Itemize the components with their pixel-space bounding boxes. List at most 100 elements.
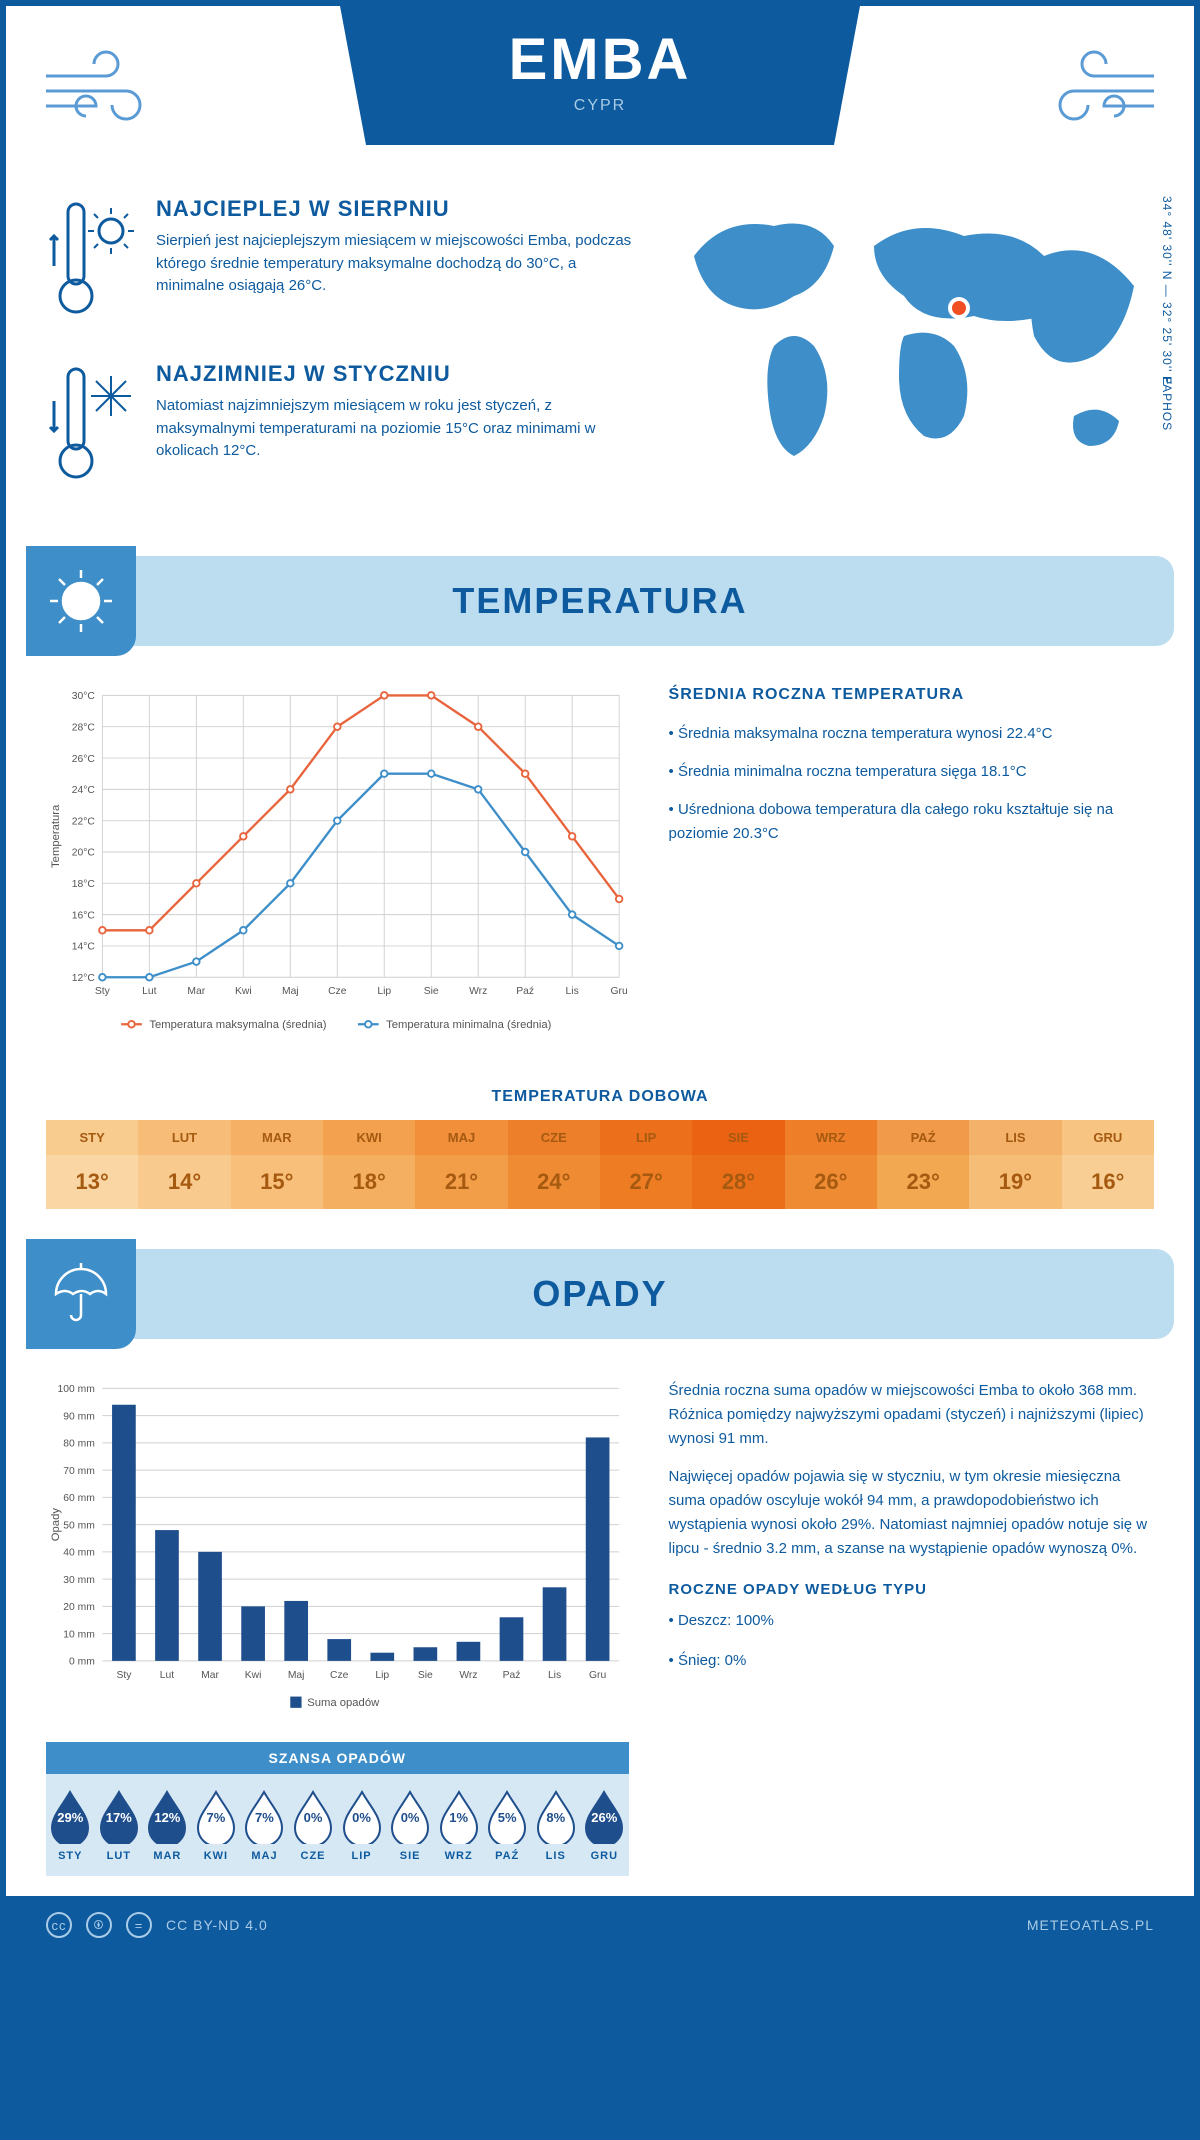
temperature-chart: 12°C14°C16°C18°C20°C22°C24°C26°C28°C30°C… xyxy=(46,686,629,1048)
coldest-title: NAJZIMNIEJ W STYCZNIU xyxy=(156,361,644,387)
daily-temp-cell: STY13° xyxy=(46,1120,138,1209)
svg-text:14°C: 14°C xyxy=(72,942,96,953)
svg-text:Sty: Sty xyxy=(116,1670,132,1681)
coordinates: 34° 48' 30'' N — 32° 25' 30'' E xyxy=(1160,196,1174,386)
nd-icon: = xyxy=(126,1912,152,1938)
svg-text:80 mm: 80 mm xyxy=(63,1439,95,1450)
daily-temp-cell: KWI18° xyxy=(323,1120,415,1209)
svg-text:Sie: Sie xyxy=(424,986,439,997)
svg-text:Lip: Lip xyxy=(377,986,391,997)
svg-text:Sie: Sie xyxy=(418,1670,433,1681)
daily-temp-cell: WRZ26° xyxy=(785,1120,877,1209)
rain-chance-cell: 1%WRZ xyxy=(434,1788,483,1862)
svg-text:Kwi: Kwi xyxy=(235,986,252,997)
svg-text:12°C: 12°C xyxy=(72,973,96,984)
svg-text:Mar: Mar xyxy=(201,1670,219,1681)
rain-chance-cell: 0%CZE xyxy=(289,1788,338,1862)
rain-chance-row: 29%STY17%LUT12%MAR7%KWI7%MAJ0%CZE0%LIP0%… xyxy=(46,1774,629,1876)
header: EMBA CYPR xyxy=(6,6,1194,176)
temp-info-bullet: • Uśredniona dobowa temperatura dla całe… xyxy=(669,798,1154,846)
rain-chance-cell: 5%PAŹ xyxy=(483,1788,532,1862)
svg-text:Paź: Paź xyxy=(516,986,534,997)
wind-icon xyxy=(36,36,176,136)
warmest-title: NAJCIEPLEJ W SIERPNIU xyxy=(156,196,644,222)
svg-text:20 mm: 20 mm xyxy=(63,1602,95,1613)
svg-text:Temperatura minimalna (średnia: Temperatura minimalna (średnia) xyxy=(386,1019,552,1031)
svg-text:Opady: Opady xyxy=(50,1508,62,1542)
svg-text:Mar: Mar xyxy=(187,986,205,997)
precipitation-section-header: OPADY xyxy=(26,1249,1174,1339)
region-label: PAPHOS xyxy=(1160,376,1174,431)
temperature-section-header: TEMPERATURA xyxy=(26,556,1174,646)
svg-text:100 mm: 100 mm xyxy=(58,1384,95,1395)
svg-text:Maj: Maj xyxy=(282,986,299,997)
rain-info-2: Najwięcej opadów pojawia się w styczniu,… xyxy=(669,1465,1154,1561)
by-icon: 🅯 xyxy=(86,1912,112,1938)
footer: cc 🅯 = CC BY-ND 4.0 METEOATLAS.PL xyxy=(6,1896,1194,1954)
svg-text:90 mm: 90 mm xyxy=(63,1411,95,1422)
intro-section: NAJCIEPLEJ W SIERPNIU Sierpień jest najc… xyxy=(6,176,1194,546)
daily-temp-cell: PAŹ23° xyxy=(877,1120,969,1209)
precipitation-title: OPADY xyxy=(532,1273,667,1315)
warmest-block: NAJCIEPLEJ W SIERPNIU Sierpień jest najc… xyxy=(46,196,644,331)
title-banner: EMBA CYPR xyxy=(340,6,860,145)
svg-text:Lis: Lis xyxy=(548,1670,561,1681)
daily-temp-cell: LIS19° xyxy=(969,1120,1061,1209)
svg-text:Suma opadów: Suma opadów xyxy=(307,1697,380,1709)
rain-info-1: Średnia roczna suma opadów w miejscowośc… xyxy=(669,1379,1154,1451)
svg-text:18°C: 18°C xyxy=(72,879,96,890)
thermometer-cold-icon xyxy=(46,361,136,496)
daily-temp-cell: SIE28° xyxy=(692,1120,784,1209)
world-map: 34° 48' 30'' N — 32° 25' 30'' E PAPHOS xyxy=(674,196,1154,526)
svg-text:Lut: Lut xyxy=(142,986,156,997)
svg-text:Wrz: Wrz xyxy=(459,1670,477,1681)
rain-chance-cell: 26%GRU xyxy=(580,1788,629,1862)
svg-text:40 mm: 40 mm xyxy=(63,1548,95,1559)
site-label: METEOATLAS.PL xyxy=(1027,1917,1154,1933)
svg-text:Sty: Sty xyxy=(95,986,111,997)
svg-text:Lut: Lut xyxy=(160,1670,174,1681)
svg-text:Maj: Maj xyxy=(288,1670,305,1681)
rain-type-line: • Deszcz: 100% xyxy=(669,1608,1154,1634)
daily-temp-cell: MAR15° xyxy=(231,1120,323,1209)
sun-icon xyxy=(26,546,136,656)
daily-temp-cell: LIP27° xyxy=(600,1120,692,1209)
svg-text:Temperatura: Temperatura xyxy=(50,804,62,868)
rain-chance-cell: 7%MAJ xyxy=(240,1788,289,1862)
rain-chance-cell: 17%LUT xyxy=(95,1788,144,1862)
location-country: CYPR xyxy=(340,97,860,115)
precipitation-chart: 0 mm10 mm20 mm30 mm40 mm50 mm60 mm70 mm8… xyxy=(46,1379,629,1876)
coldest-block: NAJZIMNIEJ W STYCZNIU Natomiast najzimni… xyxy=(46,361,644,496)
rain-chance-cell: 0%LIP xyxy=(337,1788,386,1862)
temperature-title: TEMPERATURA xyxy=(452,580,747,622)
svg-text:30 mm: 30 mm xyxy=(63,1575,95,1586)
svg-text:Cze: Cze xyxy=(328,986,347,997)
thermometer-hot-icon xyxy=(46,196,136,331)
svg-text:0 mm: 0 mm xyxy=(69,1657,95,1668)
rain-chance-cell: 7%KWI xyxy=(192,1788,241,1862)
rain-chance-title: SZANSA OPADÓW xyxy=(46,1742,629,1774)
svg-text:Paź: Paź xyxy=(503,1670,521,1681)
svg-text:60 mm: 60 mm xyxy=(63,1493,95,1504)
precipitation-info: Średnia roczna suma opadów w miejscowośc… xyxy=(669,1379,1154,1876)
svg-text:50 mm: 50 mm xyxy=(63,1520,95,1531)
svg-text:Gru: Gru xyxy=(589,1670,606,1681)
svg-text:Lis: Lis xyxy=(566,986,579,997)
svg-text:24°C: 24°C xyxy=(72,785,96,796)
svg-text:30°C: 30°C xyxy=(72,691,96,702)
svg-text:Temperatura maksymalna (średni: Temperatura maksymalna (średnia) xyxy=(149,1019,326,1031)
temp-info-title: ŚREDNIA ROCZNA TEMPERATURA xyxy=(669,686,1154,704)
svg-text:70 mm: 70 mm xyxy=(63,1466,95,1477)
rain-chance-cell: 29%STY xyxy=(46,1788,95,1862)
svg-text:20°C: 20°C xyxy=(72,848,96,859)
temp-info-bullet: • Średnia minimalna roczna temperatura s… xyxy=(669,760,1154,784)
rain-chance-cell: 12%MAR xyxy=(143,1788,192,1862)
svg-text:26°C: 26°C xyxy=(72,754,96,765)
svg-text:16°C: 16°C xyxy=(72,910,96,921)
svg-text:Lip: Lip xyxy=(375,1670,389,1681)
rain-type-title: ROCZNE OPADY WEDŁUG TYPU xyxy=(669,1581,1154,1598)
daily-temp-cell: LUT14° xyxy=(138,1120,230,1209)
svg-text:28°C: 28°C xyxy=(72,722,96,733)
daily-temp-cell: CZE24° xyxy=(508,1120,600,1209)
license-label: CC BY-ND 4.0 xyxy=(166,1917,268,1933)
